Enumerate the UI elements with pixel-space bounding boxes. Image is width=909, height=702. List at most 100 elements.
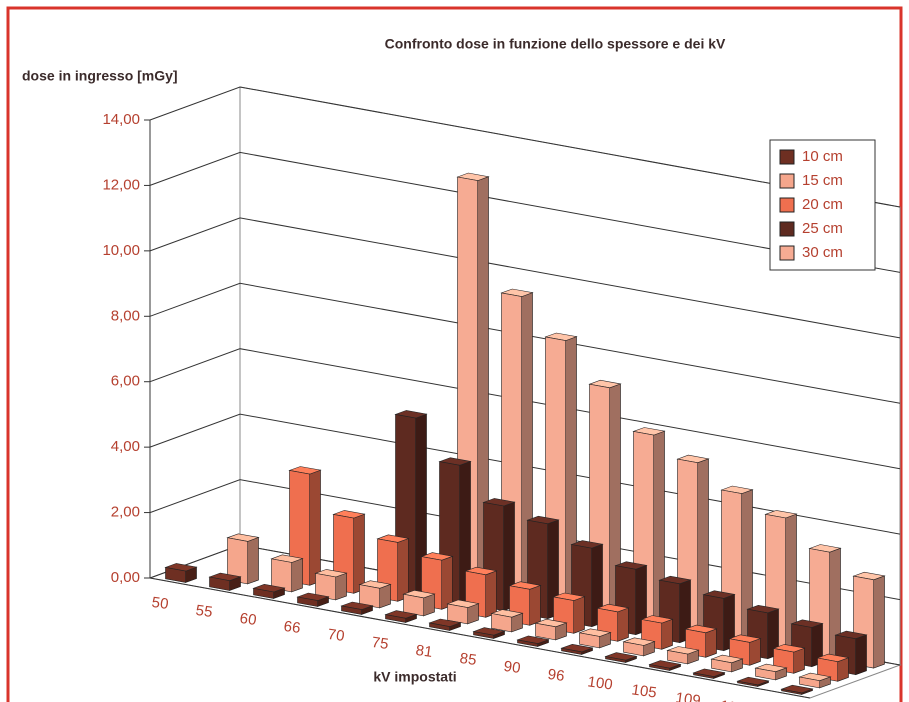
legend-label: 15 cm: [802, 172, 843, 189]
bar: [605, 656, 627, 663]
bar: [799, 676, 821, 689]
bar: [359, 584, 381, 609]
bar-side: [353, 513, 365, 594]
x-tick-label: 96: [547, 666, 566, 685]
legend-label: 30 cm: [802, 244, 843, 261]
grid-line: [149, 282, 901, 404]
bar-group: [710, 654, 744, 673]
bar-group: [288, 466, 322, 586]
bar-side: [335, 572, 347, 601]
x-tick-label: 55: [195, 602, 214, 621]
bar-group: [534, 618, 568, 641]
bar: [781, 688, 803, 695]
x-axis-label: kV impostati: [373, 669, 456, 685]
bar: [227, 537, 248, 585]
bar-group: [296, 592, 330, 607]
x-tick-label: 66: [283, 618, 302, 637]
x-tick-label: 105: [630, 681, 657, 701]
y-tick-label: 4,00: [111, 438, 140, 455]
bar-side: [661, 618, 673, 650]
y-tick-label: 2,00: [111, 504, 140, 521]
bar: [315, 572, 337, 601]
bar: [297, 596, 319, 607]
x-tick-label: 100: [586, 673, 613, 693]
bar-side: [309, 469, 321, 586]
legend-swatch: [779, 173, 795, 189]
bar: [737, 680, 759, 687]
legend-swatch: [779, 197, 795, 213]
chart-title: Confronto dose in funzione dello spessor…: [385, 36, 726, 52]
legend-label: 10 cm: [802, 148, 843, 165]
y-tick-label: 12,00: [102, 176, 140, 193]
legend-label: 20 cm: [802, 196, 843, 213]
bar: [385, 614, 407, 623]
bar-group: [516, 635, 550, 647]
bar: [341, 605, 363, 615]
bar: [403, 593, 425, 617]
y-tick-label: 10,00: [102, 242, 140, 259]
bar-group: [816, 653, 850, 682]
bar-group: [736, 676, 770, 687]
bar-group: [560, 643, 594, 655]
bar: [579, 632, 601, 649]
bar: [711, 658, 733, 673]
x-tick-label: 50: [151, 594, 170, 613]
bar: [491, 613, 513, 633]
x-tick-label: 90: [503, 658, 522, 677]
bar-group: [622, 637, 656, 657]
bar-group: [648, 660, 682, 671]
bar-group: [834, 630, 868, 676]
bar-side: [573, 596, 585, 634]
bar-group: [472, 627, 506, 639]
bar-group: [226, 533, 260, 585]
x-tick-label: 117: [719, 697, 745, 702]
bar-group: [798, 672, 832, 689]
bar-group: [754, 663, 788, 681]
bar-side: [617, 607, 629, 642]
bar-group: [252, 583, 286, 599]
bar-side: [529, 584, 541, 626]
bar: [623, 641, 645, 657]
bar-group: [578, 628, 612, 649]
bar-group: [384, 610, 418, 623]
bar: [165, 567, 186, 583]
bar-group: [394, 410, 428, 596]
legend-label: 25 cm: [802, 220, 843, 237]
bar-group: [376, 534, 410, 602]
bar-group: [164, 563, 198, 583]
bar-group: [490, 609, 524, 633]
x-tick-label: 81: [415, 642, 434, 661]
bar-group: [666, 646, 700, 665]
bar-group: [780, 684, 814, 695]
legend-swatch: [779, 221, 795, 237]
bar-group: [604, 652, 638, 663]
bar-side: [291, 558, 303, 593]
x-tick-label: 109: [674, 689, 701, 702]
bar: [517, 639, 539, 647]
bar: [209, 576, 230, 591]
bar-side: [749, 638, 761, 666]
bar: [693, 672, 715, 679]
bar-side: [441, 555, 453, 610]
grid-line: [149, 86, 901, 208]
bar-group: [208, 572, 242, 591]
frame: [6, 6, 903, 702]
bar-group: [420, 552, 454, 610]
bar-group: [446, 599, 480, 625]
bar-group: [314, 569, 348, 601]
bar-group: [402, 589, 436, 617]
bar-side: [793, 647, 805, 674]
bar-group: [270, 554, 304, 593]
y-tick-label: 0,00: [111, 569, 140, 586]
legend-swatch: [779, 245, 795, 261]
bar-side: [397, 538, 409, 602]
bar: [535, 622, 557, 641]
legend-swatch: [779, 149, 795, 165]
y-axis-label: dose in ingresso [mGy]: [22, 68, 178, 84]
bar-side: [247, 536, 259, 585]
y-tick-label: 14,00: [102, 111, 140, 128]
x-tick-label: 75: [371, 634, 390, 653]
bar: [253, 587, 275, 599]
grid-line: [149, 348, 901, 470]
